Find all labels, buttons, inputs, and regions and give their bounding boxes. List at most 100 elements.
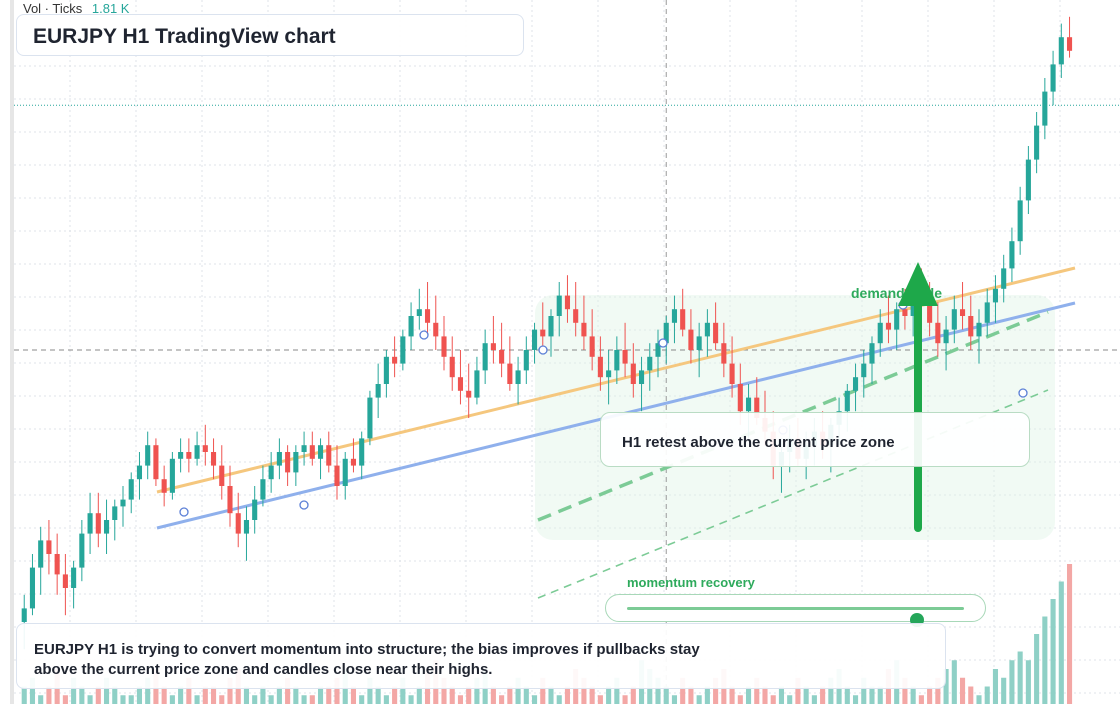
volume-bar — [21, 686, 27, 704]
candle — [38, 526, 44, 595]
candle — [877, 309, 883, 357]
candle — [342, 452, 348, 500]
volume-bar — [976, 695, 982, 704]
momentum-slider[interactable] — [605, 594, 986, 627]
volume-bar — [556, 695, 562, 704]
volume-bar — [392, 686, 398, 704]
candle-body — [902, 309, 908, 316]
candle-body — [515, 370, 521, 384]
candle — [334, 445, 340, 500]
candle — [622, 322, 628, 378]
candle-body — [713, 322, 719, 344]
volume-bar — [1034, 634, 1040, 704]
candle-body — [95, 513, 101, 534]
candle-body — [285, 452, 291, 473]
volume-bar — [186, 677, 192, 704]
candle — [186, 438, 192, 473]
candle — [145, 431, 151, 480]
candle-body — [145, 445, 151, 466]
volume-bar — [869, 686, 875, 704]
volume-bar — [943, 669, 949, 704]
candle-body — [128, 479, 134, 500]
summary-callout-text: EURJPY H1 is trying to convert momentum … — [34, 641, 700, 678]
volume-bar — [490, 686, 496, 704]
volume-bar — [169, 695, 175, 704]
volume-bar — [762, 686, 768, 704]
volume-bar — [441, 677, 447, 704]
volume-bar — [202, 686, 208, 704]
candle-body — [334, 465, 340, 486]
candle-body — [161, 479, 167, 493]
candle-body — [564, 295, 571, 310]
candle-body — [638, 370, 645, 384]
volume-bar — [622, 695, 628, 704]
candle-body — [21, 608, 27, 622]
candle-body — [466, 390, 472, 398]
candle-body — [457, 377, 464, 391]
volume-bar — [910, 686, 916, 704]
momentum-slider-track[interactable] — [627, 607, 964, 627]
candle-body — [597, 356, 603, 378]
candle — [861, 350, 867, 398]
volume-bar — [663, 686, 669, 704]
candle-body — [573, 309, 579, 323]
volume-bar — [968, 686, 974, 704]
volume-legend-value: 1.81 K — [91, 1, 130, 16]
volume-bar — [614, 677, 620, 704]
candle-body — [861, 363, 867, 378]
volume-bar — [861, 677, 867, 704]
volume-bar — [375, 686, 381, 704]
candle-body — [260, 479, 266, 500]
signal-marker — [419, 330, 429, 340]
candle-body — [194, 445, 200, 459]
volume-bar — [655, 677, 661, 704]
candle — [1001, 254, 1007, 303]
candle-body — [350, 458, 357, 466]
volume-bar — [466, 686, 472, 704]
candle-body — [474, 370, 480, 398]
candle — [482, 329, 488, 384]
volume-bar — [531, 695, 538, 704]
candle — [1050, 50, 1056, 106]
candle — [392, 336, 398, 378]
candle — [490, 316, 496, 364]
candle — [729, 336, 735, 398]
volume-bar — [1050, 599, 1056, 704]
candle-body — [992, 288, 999, 303]
candle — [984, 288, 990, 337]
volume-bar — [852, 695, 859, 704]
volume-bar — [227, 677, 233, 704]
candle — [556, 282, 562, 337]
candle-body — [959, 309, 966, 316]
candle-body — [408, 316, 414, 337]
candle-body — [210, 452, 217, 466]
candle-body — [276, 452, 282, 466]
candle-body — [71, 567, 77, 588]
volume-bar — [326, 686, 332, 704]
retest-callout-text: H1 retest above the current price zone — [622, 434, 895, 451]
volume-bar — [745, 686, 752, 704]
candle-body — [103, 520, 110, 534]
signal-marker — [1018, 388, 1028, 398]
candle — [992, 275, 999, 323]
candle-body — [441, 336, 447, 357]
candle-body — [342, 458, 348, 486]
candle-body — [655, 343, 661, 357]
candle-body — [54, 554, 60, 575]
candle — [671, 295, 678, 344]
candle-body — [178, 452, 184, 459]
candle-body — [79, 533, 85, 568]
candle-body — [46, 540, 52, 554]
candle-body — [252, 499, 258, 520]
candle-body — [482, 343, 488, 371]
candle-body — [721, 343, 727, 364]
volume-bar — [515, 677, 521, 704]
candle-body — [729, 363, 735, 384]
volume-legend-label: Vol · Ticks — [23, 1, 83, 16]
volume-bar — [120, 695, 126, 704]
candle — [1017, 186, 1023, 255]
candle — [852, 363, 859, 412]
candle — [112, 499, 118, 541]
volume-bar — [523, 686, 529, 704]
